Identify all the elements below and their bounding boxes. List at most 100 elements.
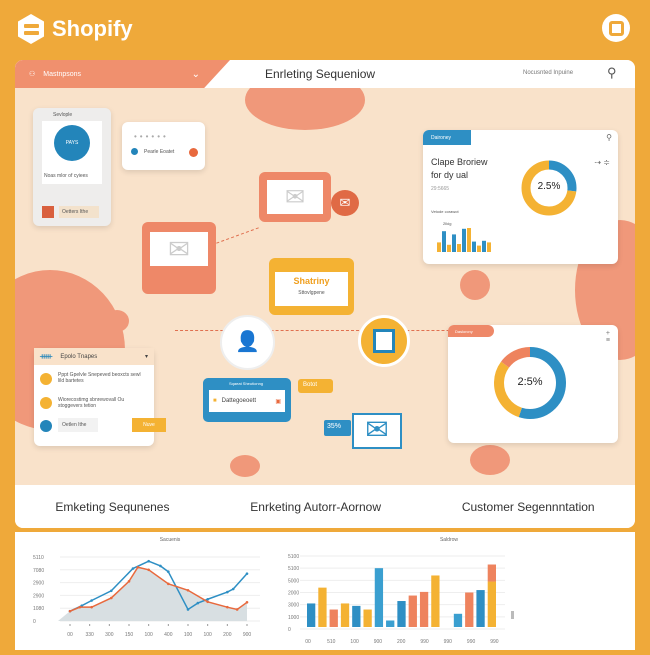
step-text: Wiorecostimg sbnrewovall Ou stoggevers t…: [58, 397, 125, 409]
data-point: [206, 600, 209, 604]
search-icon[interactable]: ⚲: [607, 65, 617, 80]
persona-icon: 👤: [220, 315, 275, 370]
decor-blob: [470, 445, 510, 475]
card-title: Sevlople: [53, 112, 73, 118]
mini-bar: [467, 228, 471, 252]
steps-button[interactable]: Nuve: [132, 418, 166, 432]
donut-chart: [494, 347, 566, 419]
data-point: [226, 590, 229, 594]
card-tab[interactable]: Daironey: [423, 130, 471, 145]
donut-label: 2.5%: [537, 181, 561, 192]
mini-bar: [442, 231, 446, 252]
tab-customer-segmentation[interactable]: Customer Segennntation: [461, 499, 595, 514]
card-tab[interactable]: Daslorcny: [448, 325, 494, 337]
x-tick-label: 510: [327, 639, 336, 645]
data-point: [147, 559, 150, 563]
calendar-icon: ▣: [275, 398, 281, 405]
mini-bar: [447, 244, 451, 252]
steps-field[interactable]: Oetlen Ithe: [58, 418, 98, 432]
donut-segment: [521, 160, 577, 216]
envelope-icon: ✉: [150, 232, 208, 266]
y-tick-label: 5000: [288, 578, 299, 584]
y-tick-label: 5100: [288, 566, 299, 572]
decor-blob: [230, 455, 260, 477]
page-title: Enrleting Sequeniow: [265, 67, 376, 81]
mini-bar: [452, 234, 456, 252]
mini-bar: [472, 241, 476, 252]
bar: [453, 613, 463, 627]
header-right-label[interactable]: Nocusnted Inpuine: [523, 70, 574, 76]
caret-icon[interactable]: ▾: [144, 354, 148, 360]
x-tick-label: 200: [397, 639, 406, 645]
data-point: [80, 604, 84, 607]
data-point: [186, 588, 190, 592]
charts-svg: Sacuenis Saldrow 01080290029007080511000…: [33, 537, 514, 645]
y-tick-label: 1080: [33, 606, 44, 612]
report-icon: [358, 315, 410, 367]
x-tick-label: 990: [420, 639, 429, 645]
y-tick-label: 2900: [33, 593, 44, 599]
team-icon: ᚔ: [40, 351, 53, 361]
charts-panel: Sacuenis Saldrow 0 1080 2900 2900 7080 5110 00…: [15, 532, 635, 650]
search-icon[interactable]: ⚲: [606, 133, 612, 142]
email-node[interactable]: ✉: [142, 222, 216, 294]
x-tick-label: 990: [444, 639, 453, 645]
filter-icon[interactable]: ⇢ ≑: [594, 158, 610, 167]
donut-label: 2:5%: [517, 376, 543, 388]
data-point: [131, 567, 135, 570]
shopify-logo[interactable]: Shopify: [18, 14, 133, 44]
bar: [374, 568, 384, 627]
data-point: [90, 599, 93, 602]
mini-bar-chart: [437, 228, 491, 252]
y-tick-label: 7080: [33, 568, 44, 574]
app-switch-icon[interactable]: [602, 14, 630, 42]
profile-card[interactable]: Sevlople PAYS Noas mlor of cyiees Oetter…: [33, 108, 111, 226]
mini-label: Vetode corawot: [431, 209, 459, 214]
mini-bar: [437, 242, 441, 252]
card-button[interactable]: Oetters Ithe: [59, 206, 99, 218]
line-series-1: [69, 560, 248, 612]
sequence-selector[interactable]: ⚇ Mastnpsons ⌄: [15, 60, 230, 88]
data-point: [159, 564, 162, 568]
tab-marketing-sequences[interactable]: Emketing Sequnenes: [55, 499, 170, 514]
data-point: [78, 605, 82, 609]
shatriny-card[interactable]: Shatriny Sttovlgpene: [269, 258, 354, 315]
mini-title: 2Ikig: [443, 221, 452, 226]
folder-icon: ■: [213, 398, 217, 404]
bar: [487, 581, 496, 627]
email-node[interactable]: ✉: [259, 172, 331, 222]
card-label: Dattegoeoett: [221, 398, 256, 404]
bar: [408, 595, 417, 627]
typing-dots: ••••••: [134, 132, 169, 141]
tab-marketing-automation[interactable]: Enrketing Autorr-Aornow: [250, 499, 382, 514]
menu-icon[interactable]: + ≡: [605, 330, 610, 344]
blue-card[interactable]: Sqaeat Sheutionng ■ Dattegoeoett ▣: [203, 378, 291, 422]
data-point: [110, 596, 113, 600]
envelope-icon: ✉: [267, 180, 323, 214]
bar: [476, 590, 485, 627]
section-tabs: Emketing Sequnenes Enrketing Autorr-Aorn…: [15, 485, 635, 528]
data-point: [231, 587, 235, 591]
x-tick-label: 900: [374, 639, 383, 645]
target-icon: [42, 206, 54, 218]
step-text: Pppt Gpelvle Snepeved beoxcts sewl lild …: [58, 372, 141, 384]
envelope-icon: ✉: [352, 413, 402, 449]
bar: [386, 620, 395, 627]
data-point: [196, 601, 200, 605]
card-title: Clape Broriew: [431, 157, 488, 167]
y-tick-label: 0: [288, 627, 291, 633]
bar: [465, 592, 474, 627]
dot-icon: [131, 148, 138, 155]
y-tick-label: 5100: [288, 554, 299, 560]
percent-tag: 35%: [324, 420, 351, 436]
x-tick-label: 990: [467, 639, 476, 645]
mini-bar: [462, 228, 466, 252]
bar: [363, 609, 372, 627]
decor-blob: [460, 270, 490, 300]
bar: [318, 587, 327, 627]
y-tick-label: 2900: [33, 581, 44, 587]
main-panel: ⚇ Mastnpsons ⌄ Enrleting Sequeniow Nocus…: [15, 60, 635, 528]
shopify-bag-icon: [18, 14, 44, 44]
y-tick-label: 2000: [288, 591, 299, 597]
bar: [340, 603, 350, 627]
